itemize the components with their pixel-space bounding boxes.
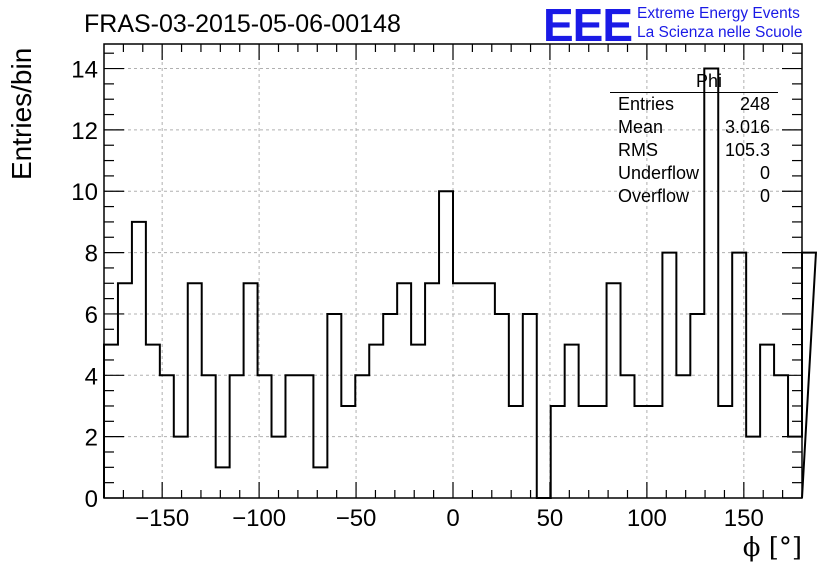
y-tick-label: 6 [85, 302, 98, 329]
stats-value: 248 [739, 94, 770, 114]
stats-row-overflow: Overflow 0 [610, 185, 778, 208]
stats-label: RMS [618, 140, 658, 160]
stats-label: Mean [618, 117, 664, 137]
eee-logo: EEE [543, 0, 633, 51]
stats-value: 0 [759, 186, 770, 206]
stats-row-mean: Mean 3.016 [610, 116, 778, 139]
stats-label: Underflow [618, 163, 700, 183]
run-title: FRAS-03-2015-05-06-00148 [84, 10, 401, 38]
y-tick-label: 14 [71, 57, 98, 84]
y-tick-label: 10 [71, 179, 98, 206]
stats-row-entries: Entries 248 [610, 93, 778, 116]
y-tick-label: 8 [85, 241, 98, 268]
stats-title: Phi [610, 70, 778, 93]
y-axis-label: Entries/bin [6, 47, 37, 180]
stats-row-underflow: Underflow 0 [610, 162, 778, 185]
y-tick-label: 2 [85, 425, 98, 452]
stats-row-rms: RMS 105.3 [610, 139, 778, 162]
plot-frame [103, 43, 803, 499]
stats-label: Entries [618, 94, 675, 114]
axis-ticks [104, 44, 802, 499]
x-tick-label: −100 [232, 505, 286, 532]
stats-label: Overflow [618, 186, 690, 206]
logo-caption: Extreme Energy Events La Scienza nelle S… [637, 4, 802, 42]
stats-box: Phi Entries 248 Mean 3.016 RMS 105.3 Underf… [610, 70, 778, 208]
logo-line-2: La Scienza nelle Scuole [637, 24, 803, 41]
x-tick-label: 150 [724, 505, 764, 532]
x-tick-label: −50 [336, 505, 377, 532]
x-tick-label: 0 [446, 505, 459, 532]
logo-line-1: Extreme Energy Events [637, 5, 800, 22]
x-tick-label: 100 [627, 505, 667, 532]
x-axis-label: ϕ [°] [742, 533, 802, 563]
stats-value: 3.016 [724, 117, 770, 137]
y-tick-label: 4 [85, 363, 98, 390]
x-tick-label: −150 [135, 505, 189, 532]
histogram-step-line [103, 67, 818, 499]
stats-value: 0 [759, 163, 770, 183]
tick-labels: −150 −100 −50 0 50 100 150 0 2 4 6 8 10 12 14 [71, 57, 764, 532]
stats-value: 105.3 [724, 140, 770, 160]
y-tick-label: 0 [85, 486, 98, 513]
x-tick-label: 50 [537, 505, 564, 532]
y-tick-label: 12 [71, 118, 98, 145]
